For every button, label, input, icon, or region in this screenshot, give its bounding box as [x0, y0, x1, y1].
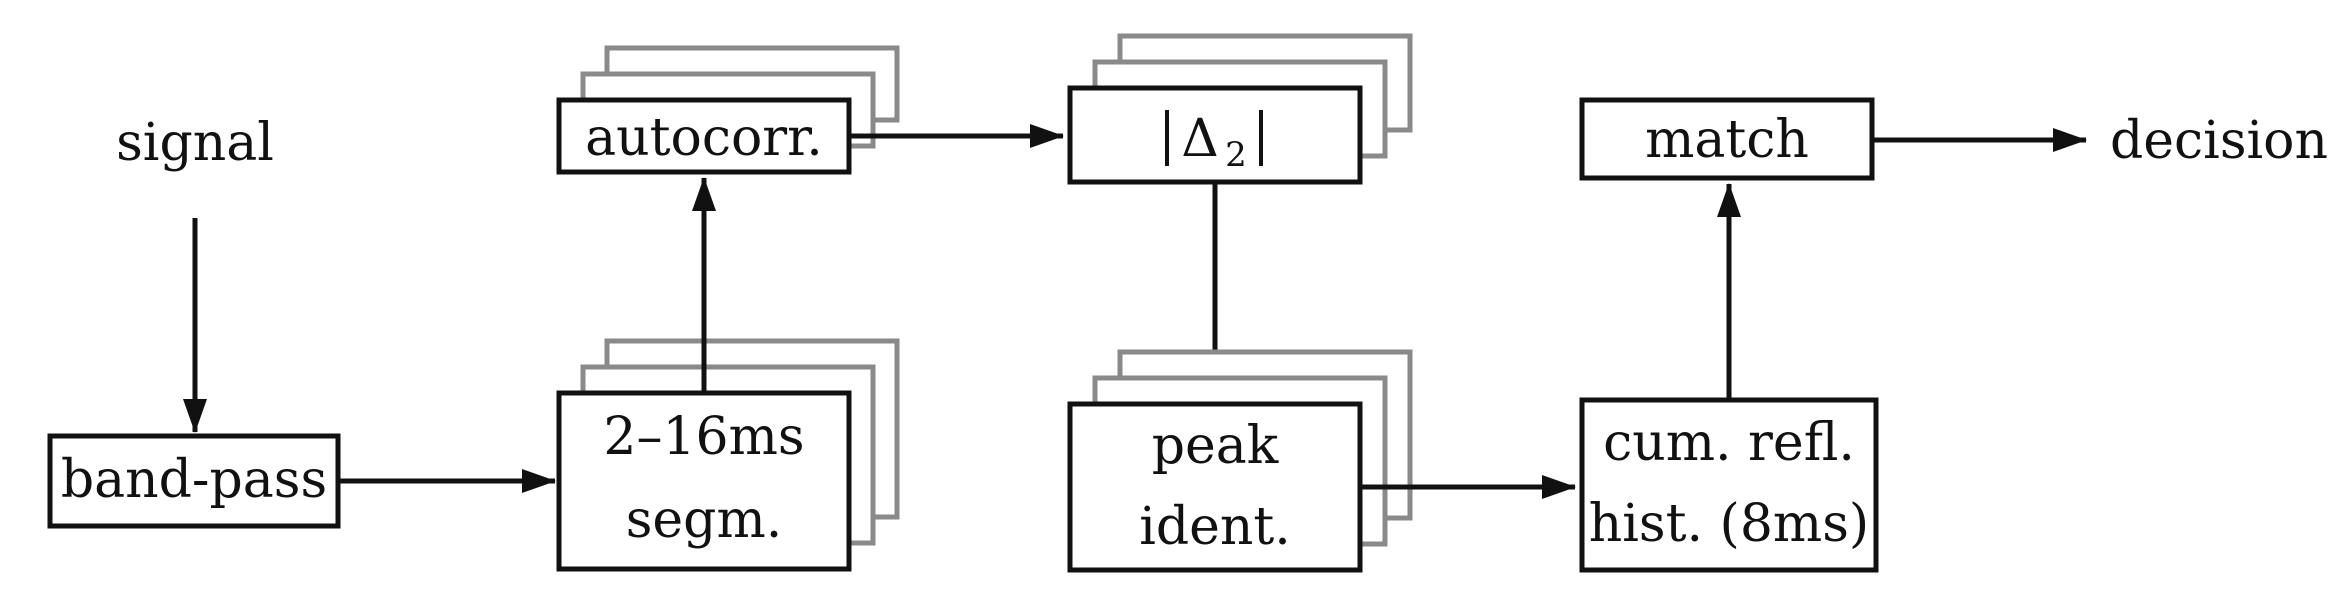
peak-label-line2: ident. — [1139, 497, 1291, 557]
delta-symbol: Δ — [1181, 109, 1219, 169]
peak-box — [1067, 401, 1363, 573]
delta-subscript: 2 — [1225, 135, 1247, 175]
delta-block: Δ 2 — [1067, 33, 1413, 185]
histogram-label-line2: hist. (8ms) — [1589, 494, 1869, 554]
histogram-label-line1: cum. refl. — [1603, 413, 1855, 473]
segm-label-line1: 2–16ms — [603, 407, 804, 467]
segm-block: 2–16ms segm. — [556, 338, 900, 572]
match-label: match — [1645, 110, 1809, 170]
match-block: match — [1579, 97, 1875, 181]
bandpass-block: band-pass — [47, 433, 341, 529]
bandpass-label: band-pass — [61, 450, 327, 510]
autocorr-block: autocorr. — [556, 45, 900, 175]
segm-label-line2: segm. — [626, 490, 783, 550]
decision-label: decision — [2110, 111, 2328, 171]
peak-block: peak ident. — [1067, 349, 1413, 573]
delta-box — [1067, 85, 1363, 185]
histogram-block: cum. refl. hist. (8ms) — [1579, 397, 1879, 573]
peak-label-line1: peak — [1152, 416, 1279, 476]
autocorr-label: autocorr. — [585, 108, 823, 168]
signal-label: signal — [116, 113, 274, 173]
segm-box — [556, 390, 852, 572]
